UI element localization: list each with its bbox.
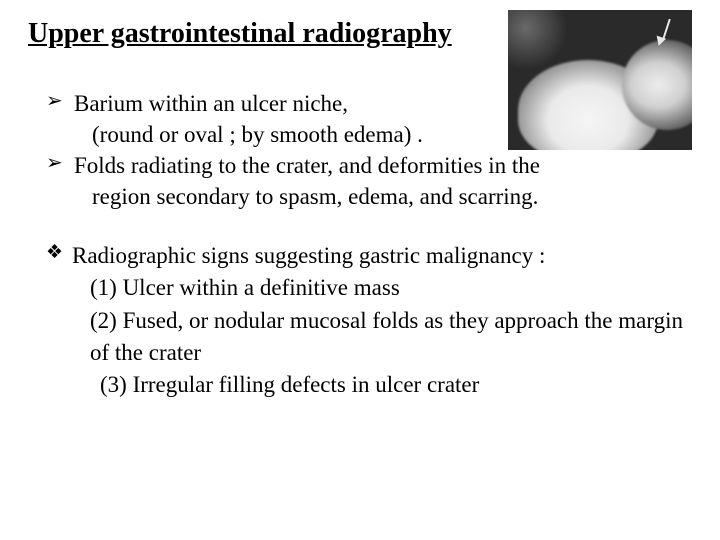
numbered-item-1: (1) Ulcer within a definitive mass <box>90 272 692 304</box>
diamond-bullet-section: ❖ Radiographic signs suggesting gastric … <box>46 240 692 401</box>
arrow-bullet-icon: ➢ <box>46 88 74 115</box>
radiograph-image <box>508 10 692 150</box>
arrow-bullet-icon: ➢ <box>46 150 74 177</box>
slide-container: Upper gastrointestinal radiography ➢ Bar… <box>0 0 720 540</box>
bullet-item-2-cont: region secondary to spasm, edema, and sc… <box>92 181 692 212</box>
bullet-item-2: ➢ Folds radiating to the crater, and def… <box>46 150 692 181</box>
bullet-text: Folds radiating to the crater, and defor… <box>74 150 692 181</box>
radiograph-arrow <box>650 18 674 48</box>
diamond-bullet-icon: ❖ <box>46 240 72 267</box>
diamond-heading-row: ❖ Radiographic signs suggesting gastric … <box>46 240 692 272</box>
arrow-head <box>654 36 666 48</box>
radiograph-haze <box>508 10 568 70</box>
numbered-item-3: (3) Irregular filling defects in ulcer c… <box>100 369 692 401</box>
diamond-heading: Radiographic signs suggesting gastric ma… <box>72 240 545 272</box>
numbered-item-2: (2) Fused, or nodular mucosal folds as t… <box>90 305 692 369</box>
